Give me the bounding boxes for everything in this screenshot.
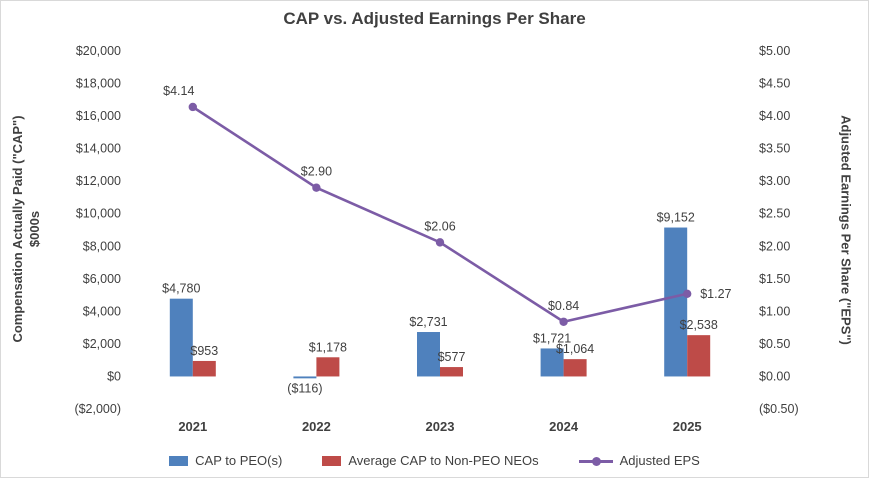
bar-average-cap-to-non-peo-neos-2021 xyxy=(192,360,216,377)
bar-label-average-cap-to-non-peo-neos-2025: $2,538 xyxy=(680,318,718,332)
adjusted-eps-line xyxy=(192,105,688,324)
legend: CAP to PEO(s) Average CAP to Non-PEO NEO… xyxy=(1,453,868,468)
legend-label-avg-cap-non-peo: Average CAP to Non-PEO NEOs xyxy=(348,453,539,468)
left-axis-tick-label: $12,000 xyxy=(76,174,121,188)
left-axis-tick-label: $6,000 xyxy=(83,272,121,286)
bar-label-cap-to-peo-s-2021: $4,780 xyxy=(162,282,200,296)
bar-average-cap-to-non-peo-neos-2022 xyxy=(316,357,340,377)
right-axis-tick-label: $0.00 xyxy=(759,369,790,383)
right-axis-tick-label: $4.50 xyxy=(759,77,790,91)
left-axis-tick-label: $20,000 xyxy=(76,44,121,58)
adjusted-eps-label-2024: $0.84 xyxy=(548,299,579,313)
left-axis-tick-label: $16,000 xyxy=(76,109,121,123)
adjusted-eps-label-2022: $2.90 xyxy=(301,165,332,179)
bar-cap-to-peo-s-2021 xyxy=(169,298,193,377)
right-axis-tick-label: $2.00 xyxy=(759,239,790,253)
legend-swatch-cap-to-peo xyxy=(169,455,189,466)
adjusted-eps-marker-2022 xyxy=(312,183,321,192)
bar-label-cap-to-peo-s-2023: $2,731 xyxy=(409,315,447,329)
bar-cap-to-peo-s-2023 xyxy=(417,332,440,377)
right-axis-tick-label: $1.00 xyxy=(759,304,790,318)
right-axis-tick-label: $3.00 xyxy=(759,174,790,188)
bar-average-cap-to-non-peo-neos-2025 xyxy=(687,335,711,377)
category-label-2024: 2024 xyxy=(549,419,579,434)
legend-line-marker-adjusted-eps xyxy=(578,456,613,466)
right-axis-tick-label: $3.50 xyxy=(759,142,790,156)
bar-average-cap-to-non-peo-neos-2024 xyxy=(563,359,587,377)
legend-item-avg-cap-non-peo: Average CAP to Non-PEO NEOs xyxy=(322,453,539,468)
adjusted-eps-marker-2021 xyxy=(188,102,197,112)
bar-average-cap-to-non-peo-neos-2023 xyxy=(440,367,463,377)
adjusted-eps-marker-2025 xyxy=(683,289,692,298)
left-axis-tick-label: $8,000 xyxy=(83,239,121,253)
adjusted-eps-label-2025: $1.27 xyxy=(700,287,731,301)
category-label-2025: 2025 xyxy=(673,419,702,434)
category-label-2023: 2023 xyxy=(426,419,455,434)
right-axis-tick-label: $1.50 xyxy=(759,272,790,286)
legend-item-cap-to-peo: CAP to PEO(s) xyxy=(169,453,282,468)
bar-cap-to-peo-s-2025 xyxy=(664,227,688,377)
left-axis-tick-label: $2,000 xyxy=(83,337,121,351)
category-label-2022: 2022 xyxy=(302,419,331,434)
bar-label-average-cap-to-non-peo-neos-2024: $1,064 xyxy=(556,342,594,356)
bar-cap-to-peo-s-2024 xyxy=(540,348,564,377)
adjusted-eps-marker-2023 xyxy=(435,238,445,247)
adjusted-eps-marker-2024 xyxy=(559,317,568,326)
legend-swatch-avg-cap-non-peo xyxy=(322,455,342,466)
bar-label-cap-to-peo-s-2022: ($116) xyxy=(287,381,322,395)
legend-item-adjusted-eps: Adjusted EPS xyxy=(578,453,700,468)
bar-label-average-cap-to-non-peo-neos-2022: $1,178 xyxy=(309,340,347,354)
bar-label-cap-to-peo-s-2025: $9,152 xyxy=(657,211,695,225)
left-axis-tick-label: ($2,000) xyxy=(74,402,121,416)
left-axis-tick-label: $4,000 xyxy=(83,304,121,318)
right-axis-tick-label: $5.00 xyxy=(759,44,790,58)
legend-label-adjusted-eps: Adjusted EPS xyxy=(619,453,700,468)
bar-label-average-cap-to-non-peo-neos-2021: $953 xyxy=(190,344,218,358)
adjusted-eps-label-2021: $4.14 xyxy=(163,84,194,98)
right-axis-tick-label: $2.50 xyxy=(759,207,790,221)
bar-label-cap-to-peo-s-2024: $1,721 xyxy=(533,331,571,345)
left-axis-tick-label: $18,000 xyxy=(76,77,121,91)
left-axis-tick-label: $14,000 xyxy=(76,142,121,156)
category-label-2021: 2021 xyxy=(178,419,207,434)
legend-dot-adjusted-eps xyxy=(591,456,601,466)
legend-label-cap-to-peo: CAP to PEO(s) xyxy=(195,453,283,468)
chart-title: CAP vs. Adjusted Earnings Per Share xyxy=(283,9,586,28)
right-axis-tick-label: ($0.50) xyxy=(759,402,799,416)
right-axis-tick-label: $0.50 xyxy=(759,337,790,351)
right-axis-tick-label: $4.00 xyxy=(759,109,790,123)
left-axis-tick-label: $10,000 xyxy=(76,207,121,221)
bar-label-average-cap-to-non-peo-neos-2023: $577 xyxy=(438,350,466,364)
bar-cap-to-peo-s-2022 xyxy=(293,376,317,379)
left-axis-tick-label: $0 xyxy=(107,369,121,383)
adjusted-eps-label-2023: $2.06 xyxy=(424,219,455,233)
